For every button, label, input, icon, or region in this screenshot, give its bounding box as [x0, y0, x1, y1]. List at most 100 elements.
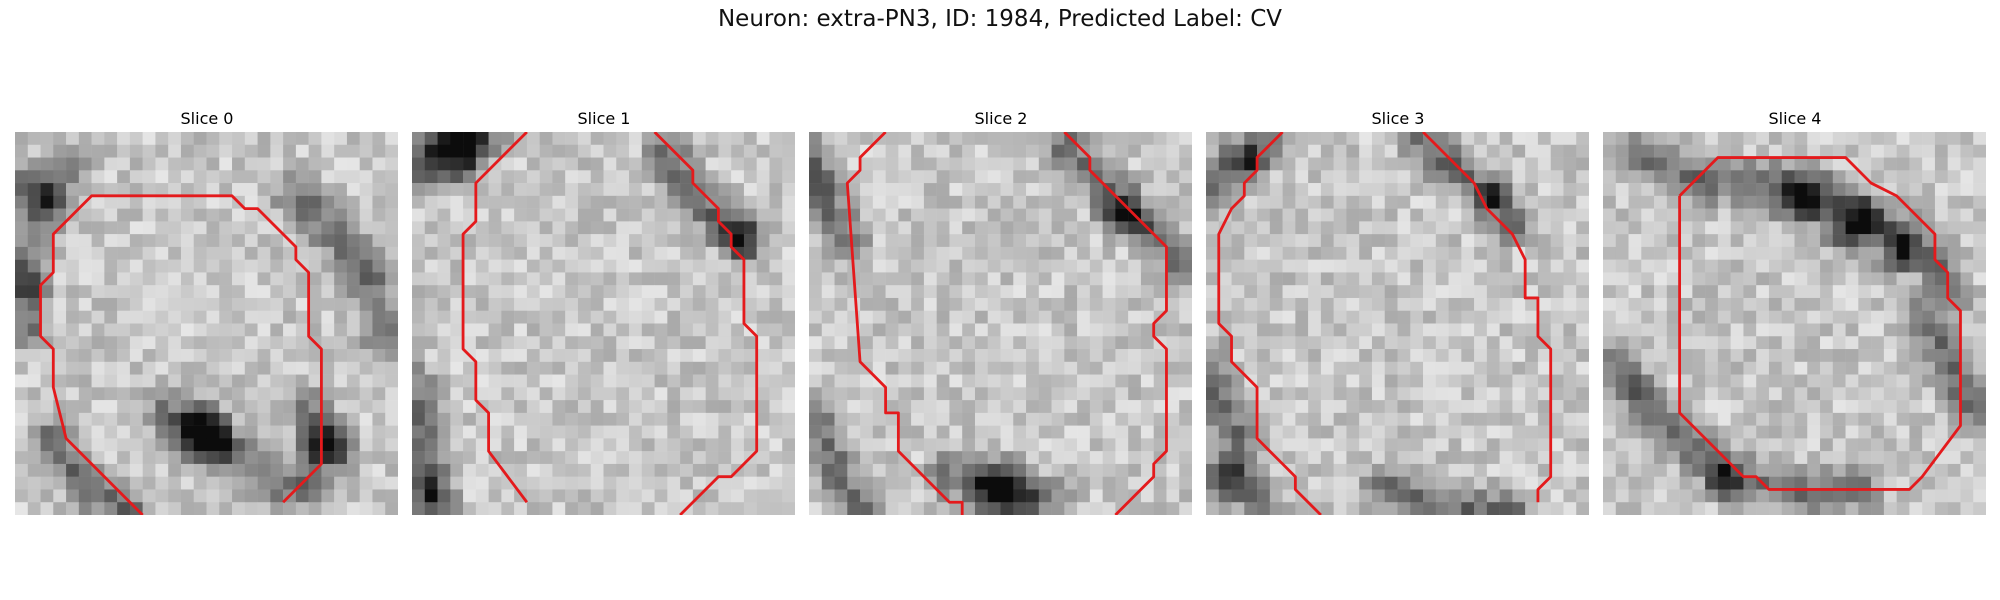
pixel-cell	[1359, 170, 1373, 184]
pixel-cell	[27, 412, 41, 426]
pixel-cell	[1615, 463, 1629, 477]
pixel-cell	[475, 323, 489, 337]
pixel-cell	[809, 183, 823, 197]
pixel-cell	[1115, 234, 1129, 248]
pixel-cell	[1679, 221, 1693, 235]
pixel-cell	[27, 144, 41, 158]
pixel-cell	[1666, 195, 1680, 209]
pixel-cell	[1115, 310, 1129, 324]
pixel-cell	[1000, 208, 1014, 222]
pixel-cell	[1244, 183, 1258, 197]
pixel-cell	[769, 425, 783, 439]
pixel-cell	[1295, 195, 1309, 209]
pixel-cell	[782, 476, 795, 490]
pixel-cell	[129, 412, 143, 426]
pixel-cell	[270, 234, 284, 248]
pixel-cell	[1320, 489, 1334, 503]
pixel-cell	[552, 285, 566, 299]
pixel-cell	[1448, 246, 1462, 260]
pixel-cell	[756, 323, 770, 337]
pixel-cell	[1615, 400, 1629, 414]
pixel-cell	[1705, 502, 1719, 515]
pixel-cell	[1909, 234, 1923, 248]
pixel-cell	[424, 425, 438, 439]
pixel-cell	[1308, 349, 1322, 363]
pixel-cell	[847, 400, 861, 414]
pixel-cell	[40, 412, 54, 426]
pixel-cell	[1820, 310, 1834, 324]
pixel-cell	[475, 412, 489, 426]
pixel-cell	[1295, 310, 1309, 324]
pixel-cell	[860, 463, 874, 477]
pixel-cell	[1934, 349, 1948, 363]
pixel-cell	[1628, 412, 1642, 426]
pixel-cell	[809, 336, 823, 350]
pixel-cell	[526, 234, 540, 248]
pixel-cell	[193, 310, 207, 324]
pixel-cell	[295, 336, 309, 350]
pixel-cell	[1166, 144, 1180, 158]
pixel-cell	[1320, 387, 1334, 401]
pixel-cell	[1308, 361, 1322, 375]
pixel-cell	[1896, 476, 1910, 490]
pixel-cell	[1013, 195, 1027, 209]
pixel-cell	[987, 259, 1001, 273]
pixel-cell	[1166, 400, 1180, 414]
pixel-cell	[359, 323, 373, 337]
pixel-cell	[1576, 144, 1589, 158]
pixel-cell	[603, 323, 617, 337]
pixel-cell	[1282, 310, 1296, 324]
pixel-cell	[1679, 144, 1693, 158]
pixel-cell	[1461, 502, 1475, 515]
pixel-cell	[1423, 246, 1437, 260]
pixel-cell	[514, 425, 528, 439]
pixel-cell	[1474, 387, 1488, 401]
pixel-cell	[641, 502, 655, 515]
pixel-cell	[1077, 157, 1091, 171]
pixel-cell	[1679, 157, 1693, 171]
pixel-cell	[1089, 400, 1103, 414]
pixel-cell	[1550, 387, 1564, 401]
pixel-cell	[1359, 361, 1373, 375]
pixel-cell	[450, 489, 464, 503]
pixel-cell	[1359, 132, 1373, 146]
pixel-cell	[1499, 438, 1513, 452]
pixel-cell	[1730, 272, 1744, 286]
pixel-cell	[654, 425, 668, 439]
pixel-cell	[1756, 132, 1770, 146]
pixel-cell	[1922, 412, 1936, 426]
pixel-cell	[821, 451, 835, 465]
pixel-cell	[206, 323, 220, 337]
pixel-cell	[1333, 221, 1347, 235]
pixel-cell	[1410, 412, 1424, 426]
pixel-cell	[1371, 438, 1385, 452]
pixel-cell	[1603, 451, 1617, 465]
slice-panel-2: Slice 2	[809, 107, 1193, 515]
pixel-cell	[1537, 234, 1551, 248]
pixel-cell	[78, 374, 92, 388]
pixel-cell	[1896, 374, 1910, 388]
pixel-cell	[974, 285, 988, 299]
pixel-cell	[78, 400, 92, 414]
pixel-cell	[1628, 170, 1642, 184]
pixel-cell	[346, 361, 360, 375]
pixel-cell	[809, 310, 823, 324]
pixel-cell	[219, 451, 233, 465]
pixel-cell	[1537, 349, 1551, 363]
pixel-cell	[834, 425, 848, 439]
pixel-cell	[155, 489, 169, 503]
pixel-cell	[1563, 374, 1577, 388]
pixel-cell	[1512, 374, 1526, 388]
pixel-cell	[1794, 272, 1808, 286]
pixel-cell	[1333, 323, 1347, 337]
pixel-cell	[692, 157, 706, 171]
pixel-cell	[1371, 170, 1385, 184]
pixel-cell	[1717, 387, 1731, 401]
pixel-cell	[1474, 336, 1488, 350]
pixel-cell	[756, 310, 770, 324]
pixel-cell	[308, 502, 322, 515]
pixel-cell	[1128, 259, 1142, 273]
pixel-cell	[705, 221, 719, 235]
pixel-cell	[1359, 412, 1373, 426]
